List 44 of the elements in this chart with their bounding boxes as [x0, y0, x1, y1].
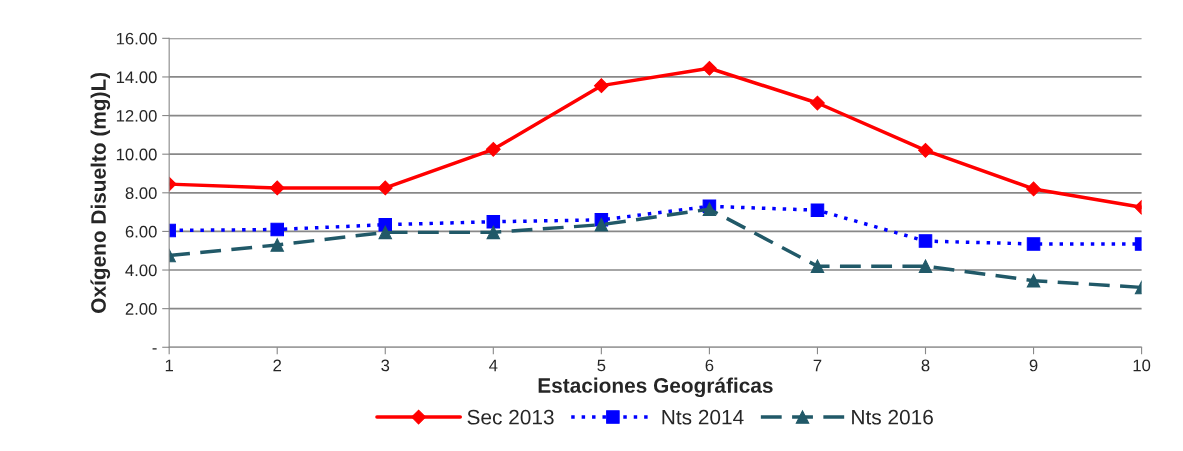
point — [810, 259, 825, 273]
legend-label: Sec 2013 — [467, 409, 554, 425]
point — [377, 180, 393, 196]
legend-label: Nts 2016 — [852, 409, 933, 425]
point — [594, 217, 609, 232]
point — [1026, 237, 1041, 251]
point — [702, 60, 717, 76]
point — [1026, 273, 1041, 288]
x-tick-label: 3 — [381, 359, 390, 372]
y-tick-label: 12.00 — [116, 109, 157, 122]
x-tick-label: 4 — [489, 359, 498, 372]
x-axis-title: Estaciones Geográficas — [538, 377, 773, 398]
y-tick-label: 8.00 — [125, 187, 157, 200]
point — [270, 222, 284, 237]
point — [1026, 181, 1041, 197]
point — [810, 95, 825, 111]
y-axis-title: Oxígeno Disuelto (mg)L) — [90, 72, 111, 313]
point — [269, 180, 285, 196]
x-tick-label: 1 — [165, 359, 173, 372]
point — [485, 141, 501, 157]
x-tick-label: 6 — [705, 359, 714, 372]
x-tick-label: 7 — [813, 359, 822, 372]
point — [486, 215, 501, 229]
y-tick-label: 10.00 — [116, 148, 157, 161]
y-tick-label: - — [152, 348, 157, 350]
x-tick-label: 10 — [1133, 359, 1151, 372]
point — [378, 225, 393, 240]
point — [270, 238, 284, 252]
point — [918, 142, 933, 158]
y-tick-label: 14.00 — [116, 71, 157, 84]
y-tick-label: 6.00 — [125, 225, 157, 238]
y-tick-label: 16.00 — [116, 32, 157, 45]
point — [810, 203, 825, 217]
point — [486, 225, 501, 240]
x-tick-label: 5 — [597, 359, 606, 372]
legend-label: Nts 2014 — [662, 409, 744, 425]
point — [593, 78, 609, 94]
x-tick-label: 2 — [273, 359, 282, 372]
y-tick-label: 2.00 — [125, 303, 157, 315]
point — [918, 234, 933, 248]
point — [918, 259, 933, 273]
x-tick-label: 9 — [1029, 359, 1038, 372]
y-tick-label: 4.00 — [125, 264, 157, 277]
x-tick-label: 8 — [921, 359, 930, 372]
